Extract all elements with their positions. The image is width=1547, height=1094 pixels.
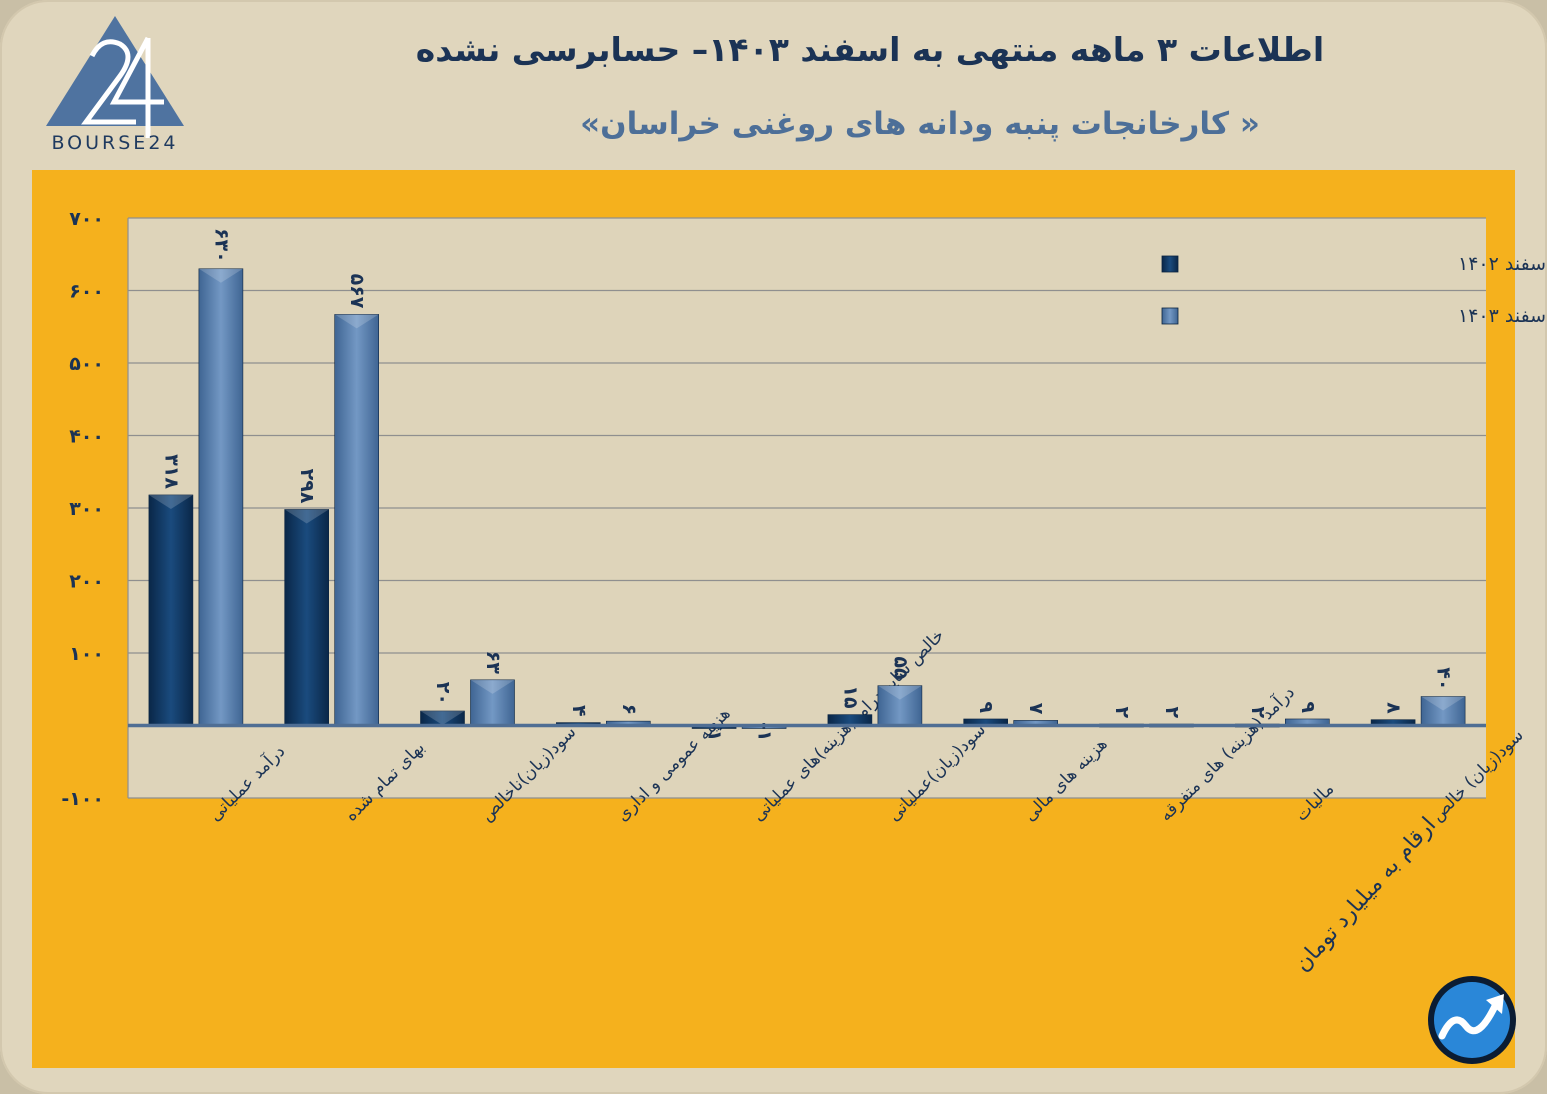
bar-bevel	[420, 711, 465, 725]
data-label: ۱۵	[839, 685, 861, 709]
y-tick-label: ۴۰۰	[69, 426, 104, 448]
data-label: ۸	[1383, 702, 1405, 714]
legend-swatch-1403	[1161, 307, 1179, 325]
bar-bevel	[334, 314, 379, 329]
data-label: ۶۳	[482, 651, 504, 675]
data-label: ۴۰	[1433, 667, 1455, 690]
bar-1402	[148, 494, 194, 726]
data-label: ۹	[975, 701, 997, 713]
y-tick-label: ۱۰۰	[69, 643, 104, 665]
data-label: ۳۱۸	[160, 454, 182, 489]
data-label: ۷	[1025, 703, 1047, 715]
data-label: ۹	[1297, 701, 1319, 713]
bar-bevel	[877, 685, 922, 700]
data-label: ۲	[1111, 706, 1133, 718]
bourse24-logo-icon	[46, 16, 184, 138]
data-label: ۲۹۸	[296, 469, 318, 504]
bar-bevel	[1421, 696, 1466, 711]
data-label: ۶۳۰	[210, 228, 232, 263]
page-subtitle: « کارخانجات پنبه ودانه های روغنی خراسان»	[580, 106, 1260, 142]
bar-bevel	[470, 679, 515, 694]
y-tick-label: ۲۰۰	[69, 571, 104, 593]
bar-bevel	[284, 509, 329, 524]
bar-1403	[198, 268, 244, 726]
bar-1402	[284, 509, 330, 726]
legend-label: عملکرد منتهی به اسفند ۱۴۰۳	[1458, 305, 1547, 327]
y-tick-label: ۷۰۰	[69, 208, 104, 230]
y-tick-label: ۵۰۰	[69, 353, 104, 375]
bar-1403	[1420, 696, 1466, 726]
page-title: اطلاعات ۳ ماهه منتهی به اسفند ۱۴۰۳– حساب…	[415, 30, 1325, 69]
bar-1403	[877, 685, 923, 726]
data-label: ۴	[568, 705, 590, 717]
bar-bevel	[198, 268, 243, 283]
y-tick-label: -۱۰۰	[61, 788, 104, 810]
bar-1403	[470, 679, 515, 726]
legend-swatch-1402	[1161, 255, 1179, 273]
y-tick-label: ۶۰۰	[69, 281, 104, 303]
data-label: ۲۰	[432, 682, 454, 705]
y-tick-label: ۳۰۰	[69, 498, 104, 520]
trend-arrow-icon	[1428, 976, 1516, 1064]
data-label: ۵۵	[889, 656, 911, 680]
bar-bevel	[148, 494, 193, 509]
legend-label: عملکرد منتهی به اسفند ۱۴۰۲	[1458, 253, 1547, 275]
data-label: ۵۶۷	[346, 274, 368, 309]
data-label: ۲	[1247, 706, 1269, 718]
data-label: ۶	[618, 704, 640, 716]
logo-text: BOURSE24	[51, 132, 179, 154]
data-label: ۲	[1161, 706, 1183, 718]
bar-1403	[334, 314, 380, 726]
